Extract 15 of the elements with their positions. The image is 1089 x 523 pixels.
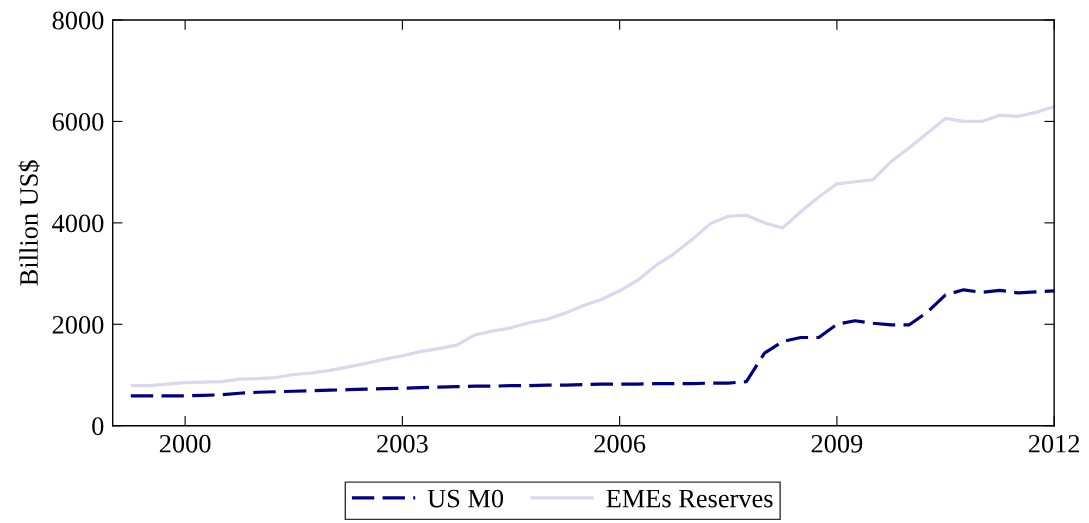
x-tick-label: 2009: [811, 434, 863, 453]
y-tick-label: 8000: [52, 11, 104, 30]
legend-label: EMEs Reserves: [606, 489, 773, 508]
line-series: [129, 288, 1055, 398]
x-tick-label: 2000: [159, 434, 211, 453]
y-tick-label: 2000: [52, 315, 104, 334]
y-tick-label: 0: [92, 417, 104, 436]
x-tick-label: 2006: [594, 434, 646, 453]
line-series: [129, 105, 1055, 388]
legend-label: US M0: [427, 489, 504, 508]
x-tick-label: 2012: [1028, 434, 1080, 453]
y-tick-label: 6000: [52, 113, 104, 131]
y-axis-title: Billion US$: [18, 160, 40, 286]
x-tick-label: 2003: [377, 434, 428, 453]
y-tick-label: 4000: [52, 214, 104, 233]
